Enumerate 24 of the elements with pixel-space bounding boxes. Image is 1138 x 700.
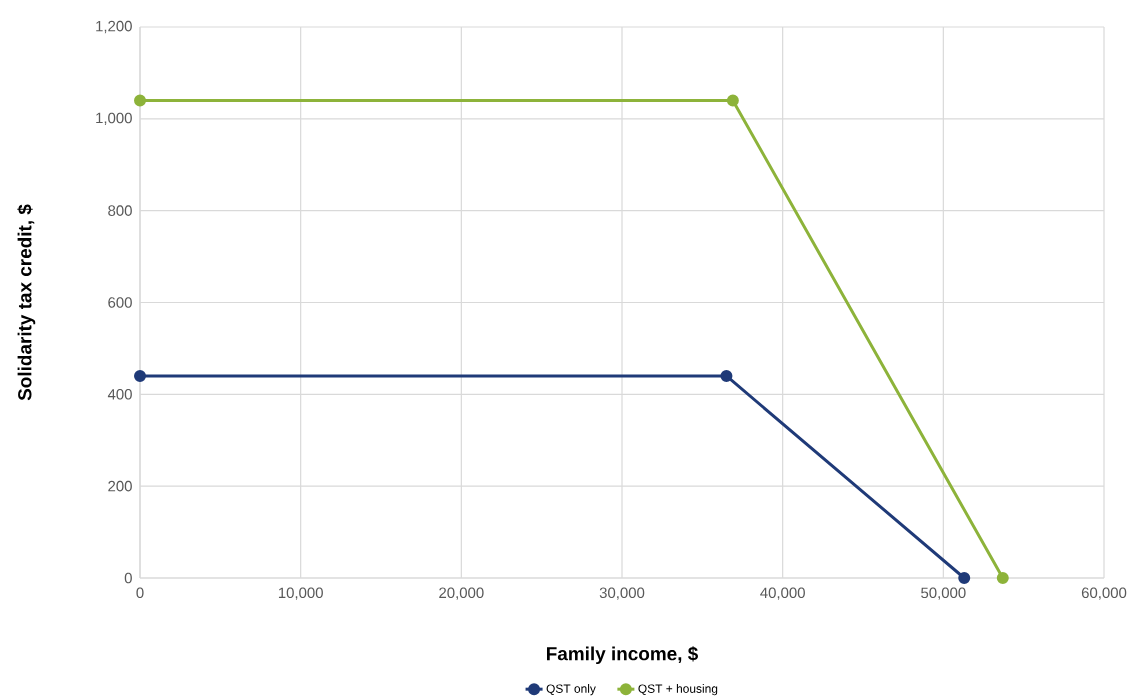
x-tick-label: 50,000 — [921, 587, 966, 600]
y-tick-label: 600 — [108, 297, 132, 308]
y-tick-label: 1,000 — [96, 112, 132, 125]
legend-label: QST only — [546, 684, 596, 696]
x-tick-label: 30,000 — [599, 587, 645, 600]
y-axis-title: Solidarity tax credit, $ — [17, 204, 36, 401]
y-tick-label: 200 — [108, 480, 132, 492]
x-tick-label: 20,000 — [439, 587, 484, 600]
point — [720, 369, 733, 382]
x-tick-label: 60,000 — [1081, 587, 1127, 600]
y-tick-label: 0 — [124, 572, 132, 584]
y-tick-label: 800 — [108, 205, 132, 216]
y-tick-label: 1,200 — [96, 20, 132, 34]
x-axis-title: Family income, $ — [547, 646, 698, 665]
point — [134, 369, 147, 382]
y-tick-label: 400 — [107, 389, 132, 400]
x-tick-label: 0 — [136, 587, 144, 599]
x-tick-label: 40,000 — [760, 587, 805, 600]
point — [134, 94, 147, 107]
point — [726, 94, 739, 107]
legend-label: QST + housing — [638, 684, 718, 696]
point — [958, 571, 971, 584]
point — [996, 571, 1009, 584]
x-tick-label: 10,000 — [278, 587, 323, 600]
